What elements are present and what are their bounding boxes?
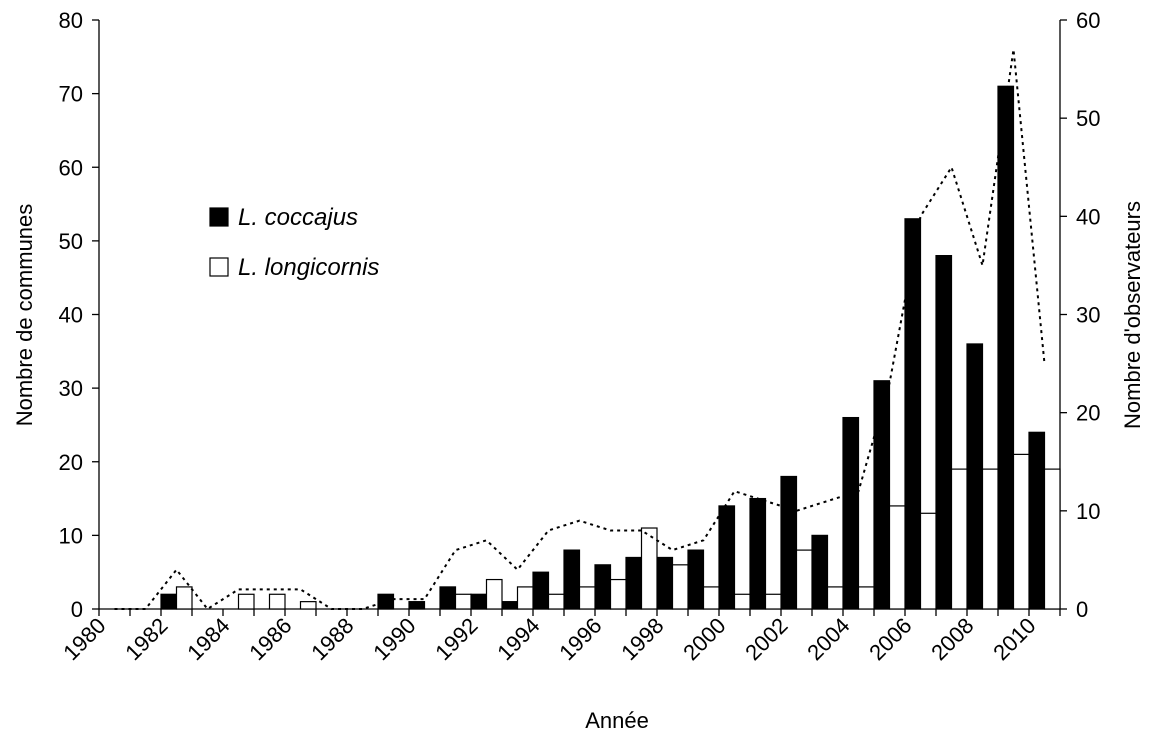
bar <box>268 593 286 610</box>
bar <box>609 578 627 610</box>
bar <box>656 556 674 610</box>
y2-tick-label: 40 <box>1076 204 1100 229</box>
x-tick-label: 2000 <box>678 613 730 665</box>
bar <box>408 601 426 610</box>
y-tick-label: 40 <box>59 303 83 328</box>
bar <box>966 343 984 610</box>
x-tick-label: 2008 <box>926 613 978 665</box>
x-tick-label: 2006 <box>864 613 916 665</box>
bar <box>780 475 798 610</box>
legend-swatch <box>209 257 229 277</box>
bar <box>842 416 860 610</box>
y2-tick-label: 50 <box>1076 106 1100 131</box>
y-tick-label: 60 <box>59 155 83 180</box>
y-tick-label: 80 <box>59 8 83 33</box>
line <box>114 49 1046 611</box>
x-tick-label: 1990 <box>368 613 420 665</box>
bar <box>1012 453 1030 610</box>
bar <box>237 593 255 610</box>
y-tick-label: 50 <box>59 229 83 254</box>
bar <box>981 468 999 610</box>
y-tick-label: 20 <box>59 450 83 475</box>
bar <box>687 549 705 610</box>
y2-tick-label: 10 <box>1076 499 1100 524</box>
bar <box>764 593 782 610</box>
x-tick-label: 1994 <box>492 613 544 665</box>
x-tick-label: 1988 <box>306 613 358 665</box>
bar <box>563 549 581 610</box>
y-tick-label: 70 <box>59 82 83 107</box>
bar <box>718 505 736 610</box>
bar <box>904 218 922 610</box>
x-tick-label: 2010 <box>988 613 1040 665</box>
legend-swatch <box>209 207 229 227</box>
bar <box>547 593 565 610</box>
bar <box>997 85 1015 610</box>
x-tick-label: 1992 <box>430 613 482 665</box>
x-tick-label: 1982 <box>120 613 172 665</box>
x-tick-label: 1980 <box>58 613 110 665</box>
y2-tick-label: 0 <box>1076 597 1088 622</box>
y-tick-label: 0 <box>71 597 83 622</box>
y-tick-label: 10 <box>59 523 83 548</box>
bar <box>485 578 503 610</box>
bar <box>873 380 891 610</box>
bar <box>919 512 937 610</box>
bar <box>470 593 488 610</box>
bar <box>1028 431 1046 610</box>
bar <box>671 564 689 610</box>
bar <box>795 549 813 610</box>
x-tick-label: 1998 <box>616 613 668 665</box>
y2-axis-label: Nombre d'observateurs <box>1120 201 1145 429</box>
bar <box>532 571 550 610</box>
bar <box>811 534 829 610</box>
bar <box>299 601 317 610</box>
x-tick-label: 1984 <box>182 613 234 665</box>
y-axis-label: Nombre de communes <box>12 204 37 427</box>
bar <box>888 505 906 610</box>
bar <box>857 586 875 610</box>
bar <box>640 527 658 610</box>
legend-label: L. longicornis <box>238 254 379 281</box>
x-tick-label: 1996 <box>554 613 606 665</box>
bar <box>578 586 596 610</box>
y2-tick-label: 20 <box>1076 401 1100 426</box>
bar <box>516 586 534 610</box>
bar <box>749 497 767 610</box>
bar <box>1043 468 1061 610</box>
x-axis-label: Année <box>585 708 649 733</box>
legend-label: L. coccajus <box>238 204 358 231</box>
bar <box>702 586 720 610</box>
bar <box>935 255 953 610</box>
bar <box>454 593 472 610</box>
y2-tick-label: 60 <box>1076 8 1100 33</box>
x-tick-label: 1986 <box>244 613 296 665</box>
bar <box>439 586 457 610</box>
bar <box>733 593 751 610</box>
bar <box>175 586 193 610</box>
y2-tick-label: 30 <box>1076 303 1100 328</box>
bar <box>594 564 612 610</box>
bar <box>501 601 519 610</box>
x-tick-label: 2002 <box>740 613 792 665</box>
bar <box>950 468 968 610</box>
bar <box>377 593 395 610</box>
y-tick-label: 30 <box>59 376 83 401</box>
x-tick-label: 2004 <box>802 613 854 665</box>
bar <box>826 586 844 610</box>
bar <box>625 556 643 610</box>
bar <box>160 593 178 610</box>
